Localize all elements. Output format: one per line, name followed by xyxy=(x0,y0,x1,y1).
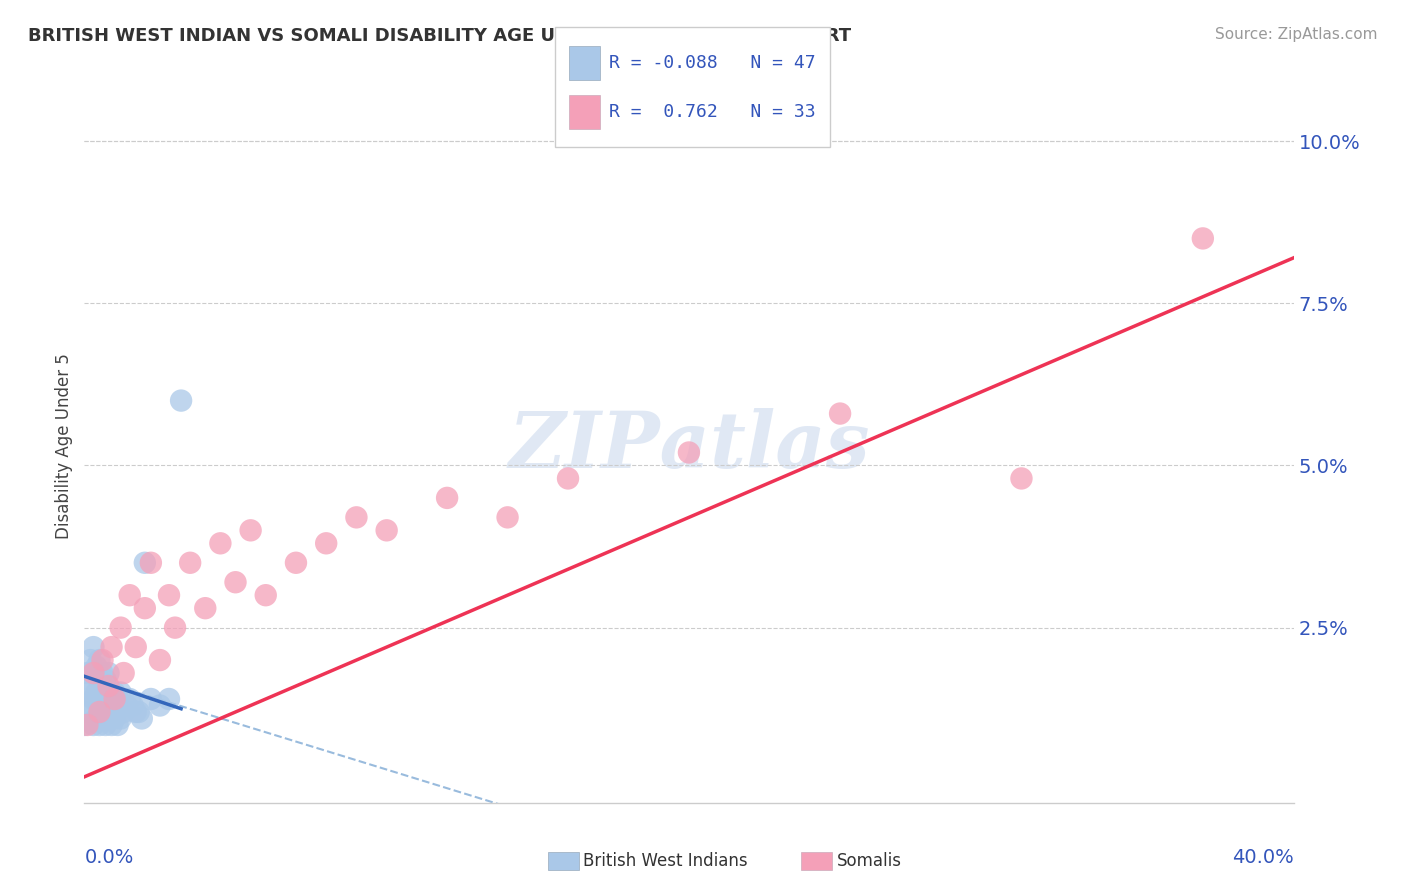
Text: BRITISH WEST INDIAN VS SOMALI DISABILITY AGE UNDER 5 CORRELATION CHART: BRITISH WEST INDIAN VS SOMALI DISABILITY… xyxy=(28,27,851,45)
Point xyxy=(104,711,127,725)
Point xyxy=(194,601,217,615)
Point xyxy=(170,393,193,408)
Point xyxy=(89,705,111,719)
Point xyxy=(557,471,579,485)
Point xyxy=(86,685,108,699)
Point xyxy=(118,588,141,602)
Point xyxy=(104,685,127,699)
Point xyxy=(91,711,114,725)
Point xyxy=(76,718,98,732)
Point xyxy=(375,524,398,538)
Point xyxy=(128,705,150,719)
Point xyxy=(496,510,519,524)
Point xyxy=(79,679,101,693)
Point xyxy=(100,718,122,732)
Text: Somalis: Somalis xyxy=(837,852,901,870)
Point xyxy=(107,718,129,732)
Point xyxy=(125,640,148,654)
Text: British West Indians: British West Indians xyxy=(583,852,748,870)
Point xyxy=(131,711,153,725)
Point xyxy=(97,711,120,725)
Point xyxy=(157,692,180,706)
Point xyxy=(104,692,127,706)
Point xyxy=(112,705,135,719)
Point xyxy=(86,711,108,725)
Point xyxy=(149,698,172,713)
Point xyxy=(110,621,132,635)
Point xyxy=(346,510,368,524)
Point xyxy=(91,692,114,706)
Point xyxy=(149,653,172,667)
Point xyxy=(225,575,247,590)
Point xyxy=(79,698,101,713)
Point xyxy=(1191,231,1213,245)
Point xyxy=(112,666,135,681)
Point xyxy=(97,666,120,681)
Point xyxy=(89,698,111,713)
Point xyxy=(89,673,111,687)
Point xyxy=(89,718,111,732)
Point xyxy=(100,640,122,654)
Point xyxy=(134,556,156,570)
Point xyxy=(254,588,277,602)
Text: 0.0%: 0.0% xyxy=(84,848,134,867)
Point xyxy=(97,679,120,693)
Point xyxy=(139,692,162,706)
Point xyxy=(94,718,117,732)
Point xyxy=(79,653,101,667)
Point xyxy=(115,698,138,713)
Text: 40.0%: 40.0% xyxy=(1232,848,1294,867)
Point xyxy=(94,698,117,713)
Point xyxy=(82,666,104,681)
Text: R =  0.762   N = 33: R = 0.762 N = 33 xyxy=(609,103,815,121)
Point xyxy=(73,718,96,732)
Point xyxy=(239,524,262,538)
Text: R = -0.088   N = 47: R = -0.088 N = 47 xyxy=(609,54,815,72)
Point xyxy=(82,718,104,732)
Point xyxy=(97,692,120,706)
Point xyxy=(91,653,114,667)
Text: Source: ZipAtlas.com: Source: ZipAtlas.com xyxy=(1215,27,1378,42)
Point xyxy=(284,556,308,570)
Point xyxy=(157,588,180,602)
Point xyxy=(82,666,104,681)
Point xyxy=(121,698,143,713)
Point xyxy=(436,491,458,505)
Point xyxy=(82,640,104,654)
Point xyxy=(179,556,201,570)
Point xyxy=(830,407,852,421)
Point xyxy=(125,705,148,719)
Point xyxy=(110,685,132,699)
Point xyxy=(82,692,104,706)
Point xyxy=(139,556,162,570)
Point xyxy=(110,711,132,725)
Point xyxy=(76,685,98,699)
Point xyxy=(118,692,141,706)
Point xyxy=(89,653,111,667)
Text: ZIP​atlas: ZIP​atlas xyxy=(508,408,870,484)
Point xyxy=(163,621,186,635)
Point xyxy=(100,692,122,706)
Point xyxy=(315,536,337,550)
Point xyxy=(94,673,117,687)
Point xyxy=(678,445,700,459)
Point xyxy=(1010,471,1032,485)
Point xyxy=(76,705,98,719)
Y-axis label: Disability Age Under 5: Disability Age Under 5 xyxy=(55,353,73,539)
Point xyxy=(107,692,129,706)
Point xyxy=(91,666,114,681)
Point xyxy=(76,666,98,681)
Point xyxy=(134,601,156,615)
Point xyxy=(209,536,232,550)
Point xyxy=(86,659,108,673)
